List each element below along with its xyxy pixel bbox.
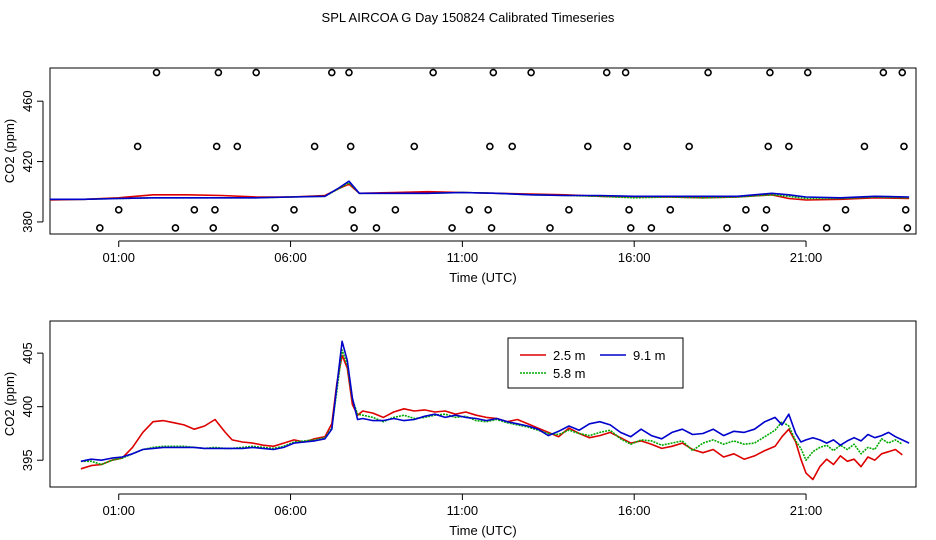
legend: 2.5 m 5.8 m 9.1 m: [507, 337, 684, 389]
status-marker: [190, 206, 199, 214]
y-tick-label: 420: [20, 151, 35, 173]
status-marker: [410, 142, 419, 151]
status-marker: [704, 68, 712, 77]
x-tick-label: 16:00: [618, 250, 651, 265]
status-marker: [290, 206, 298, 214]
status-marker: [860, 142, 869, 151]
status-marker: [621, 68, 630, 77]
status-marker: [465, 206, 474, 214]
status-marker: [96, 224, 104, 232]
legend-label: 2.5 m: [553, 348, 586, 363]
plot-frame: [49, 320, 917, 488]
status-marker: [900, 142, 908, 151]
x-tick-label: 01:00: [102, 503, 135, 518]
status-marker: [508, 142, 517, 151]
y-tick-label: 380: [20, 211, 35, 233]
status-marker: [760, 224, 769, 232]
x-tick-label: 21:00: [790, 503, 823, 518]
status-marker: [762, 206, 771, 214]
status-marker: [602, 68, 611, 77]
x-tick-label: 01:00: [102, 250, 135, 265]
status-marker: [764, 142, 773, 151]
series-line-9-1-m: [50, 180, 910, 201]
status-marker: [901, 206, 910, 214]
status-marker: [327, 68, 336, 77]
series-line-9-1-m: [80, 340, 910, 463]
status-marker: [489, 68, 498, 77]
status-marker: [766, 68, 774, 77]
x-tick-label: 06:00: [274, 503, 307, 518]
chart-bottom: 01:00 06:00 11:00 16:00 21:00 Time (UTC) 395 40…: [2, 320, 917, 538]
status-marker: [391, 206, 400, 214]
status-marker: [152, 68, 161, 77]
x-tick-label: 06:00: [274, 250, 307, 265]
y-tick-label: 405: [20, 342, 35, 364]
y-tick-label: 460: [20, 90, 35, 112]
status-marker: [346, 142, 355, 151]
legend-box: [507, 337, 684, 389]
status-marker: [565, 206, 573, 214]
status-marker: [310, 142, 319, 151]
status-marker: [252, 68, 260, 77]
status-marker: [348, 206, 357, 214]
status-marker: [350, 224, 358, 232]
status-marker: [903, 224, 912, 232]
status-marker: [584, 142, 592, 151]
status-marker: [785, 142, 793, 151]
status-marker: [546, 224, 554, 232]
status-marker: [803, 68, 812, 77]
status-marker: [209, 224, 218, 232]
status-marker: [841, 206, 850, 214]
x-axis-label: Time (UTC): [449, 523, 516, 538]
plot-frame: [49, 67, 917, 235]
status-marker: [822, 224, 831, 232]
legend-label: 9.1 m: [633, 348, 666, 363]
status-marker: [212, 142, 221, 151]
status-marker: [486, 142, 494, 151]
x-axis-label: Time (UTC): [449, 270, 516, 285]
x-tick-label: 11:00: [447, 250, 479, 265]
status-marker: [685, 142, 693, 151]
status-marker: [484, 206, 492, 214]
status-marker: [879, 68, 888, 77]
status-marker: [211, 206, 219, 214]
status-marker: [666, 206, 675, 214]
status-marker: [626, 224, 635, 232]
status-marker: [742, 206, 750, 214]
status-marker: [647, 224, 656, 232]
status-marker: [429, 68, 437, 77]
status-marker: [623, 142, 632, 151]
figure-title: SPL AIRCOA G Day 150824 Calibrated Times…: [322, 10, 615, 25]
status-marker: [723, 224, 731, 232]
legend-label: 5.8 m: [553, 366, 586, 381]
status-marker: [448, 224, 456, 232]
series-line-2-5-m: [80, 354, 903, 481]
chart-top: 01:00 06:00 11:00 16:00 21:00 Time (UTC) 380 42…: [2, 67, 917, 285]
x-tick-label: 16:00: [618, 503, 651, 518]
status-marker: [625, 206, 633, 214]
status-marker: [114, 206, 123, 214]
y-tick-label: 395: [20, 449, 35, 471]
status-marker: [898, 68, 907, 77]
status-marker: [345, 68, 353, 77]
status-marker: [214, 68, 223, 77]
y-axis-label: CO2 (ppm): [2, 119, 17, 183]
series-line-5-8-m: [80, 349, 903, 466]
x-tick-label: 11:00: [447, 503, 479, 518]
status-marker: [233, 142, 242, 151]
status-marker: [487, 224, 496, 232]
status-marker: [372, 224, 381, 232]
y-tick-label: 400: [20, 396, 35, 418]
status-marker: [527, 68, 535, 77]
status-marker: [133, 142, 142, 151]
status-marker: [171, 224, 180, 232]
x-tick-label: 21:00: [790, 250, 823, 265]
status-marker: [271, 224, 279, 232]
y-axis-label: CO2 (ppm): [2, 372, 17, 436]
